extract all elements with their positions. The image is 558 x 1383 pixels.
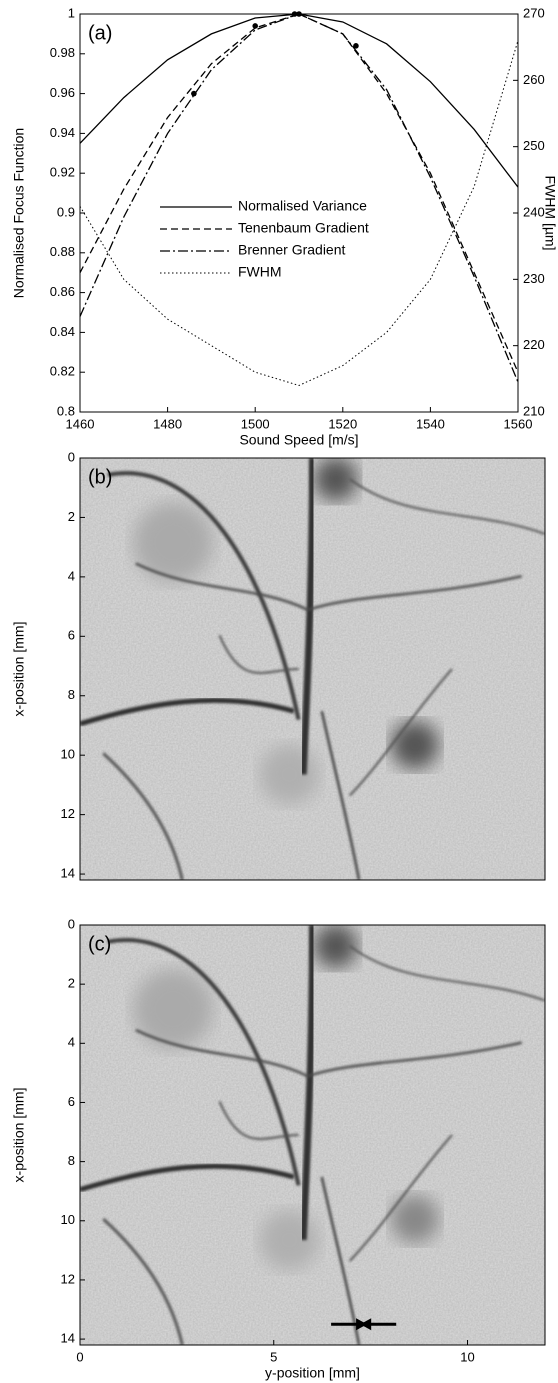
image-shading	[313, 458, 358, 502]
x-tick-label: 1520	[328, 416, 357, 431]
x-tick-label: 10	[460, 1349, 474, 1364]
arrow-head	[360, 1318, 372, 1331]
y2-tick-label: 220	[523, 337, 545, 352]
image-shading	[390, 720, 439, 769]
legend-label: Brenner Gradient	[238, 242, 346, 258]
plot-frame	[79, 924, 546, 1346]
plot-frame	[79, 13, 519, 413]
series-line	[79, 13, 519, 373]
vessel	[218, 634, 299, 674]
y2-tick-label: 210	[523, 403, 545, 418]
vessel	[320, 1176, 361, 1345]
x-tick-label: 1500	[241, 416, 270, 431]
micrograph	[80, 925, 545, 1345]
y-tick-label: 1	[68, 5, 75, 20]
vessel	[349, 945, 545, 1002]
x-tick-label: 1560	[504, 416, 533, 431]
y-tick-label: 2	[68, 509, 75, 524]
vessel	[348, 668, 453, 797]
x-tick-label: 1460	[66, 416, 95, 431]
image-shading	[133, 969, 213, 1049]
vessel	[348, 1134, 453, 1262]
series-line	[79, 13, 519, 188]
y-tick-label: 8	[68, 1153, 75, 1168]
y-tick-label: 12	[61, 806, 75, 821]
y2-tick-label: 270	[523, 5, 545, 20]
vessel	[135, 562, 309, 612]
y-tick-label: 6	[68, 628, 75, 643]
y-tick-label: 10	[61, 747, 75, 762]
x-tick-label: 5	[270, 1349, 277, 1364]
legend-label: Tenenbaum Gradient	[238, 220, 369, 236]
vessel	[218, 1101, 299, 1140]
y-tick-label: 0.88	[50, 244, 75, 259]
image-shading	[313, 925, 358, 968]
y2-axis-label: FWHM [µm]	[542, 176, 558, 251]
vessel	[349, 478, 545, 535]
y-tick-label: 2	[68, 976, 75, 991]
y2-tick-label: 230	[523, 271, 545, 286]
y-axis-label: x-position [mm]	[11, 1088, 27, 1183]
y-tick-label: 0.8	[57, 403, 75, 418]
y2-tick-label: 240	[523, 204, 545, 219]
y-tick-label: 0.94	[50, 125, 75, 140]
vessel	[135, 1028, 309, 1078]
y2-tick-label: 250	[523, 138, 545, 153]
vessel	[307, 1041, 523, 1078]
vessel	[299, 925, 316, 1241]
y-tick-label: 6	[68, 1094, 75, 1109]
x-tick-label: 1480	[153, 416, 182, 431]
vessel	[299, 458, 316, 775]
image-shading	[133, 502, 213, 583]
y-tick-label: 4	[68, 1035, 75, 1050]
y-tick-label: 0.92	[50, 165, 75, 180]
plot-frame	[79, 457, 546, 881]
y-tick-label: 0.82	[50, 364, 75, 379]
x-tick-label: 0	[76, 1349, 83, 1364]
marker	[252, 23, 258, 29]
y-tick-label: 0.84	[50, 324, 75, 339]
image-shading	[390, 1195, 439, 1243]
vessel	[320, 710, 361, 880]
y-tick-label: 0.86	[50, 284, 75, 299]
legend-label: FWHM	[238, 264, 282, 280]
y-tick-label: 0	[68, 916, 75, 931]
vessel	[80, 697, 295, 727]
y-tick-label: 0.96	[50, 85, 75, 100]
y-axis-label: x-position [mm]	[11, 622, 27, 717]
y-tick-label: 14	[61, 1331, 75, 1346]
y-tick-label: 14	[61, 865, 75, 880]
y2-tick-label: 260	[523, 72, 545, 87]
vessel	[107, 471, 301, 721]
y-axis-label: Normalised Focus Function	[11, 128, 27, 298]
micrograph	[80, 458, 545, 880]
marker	[191, 90, 197, 97]
y-tick-label: 12	[61, 1271, 75, 1286]
y-tick-label: 8	[68, 687, 75, 702]
image-shading	[259, 1210, 320, 1270]
series-line	[79, 40, 519, 387]
image-shading	[259, 744, 320, 805]
y-tick-label: 0	[68, 449, 75, 464]
vessel	[102, 752, 184, 880]
vessel	[80, 1163, 295, 1192]
y-tick-label: 10	[61, 1212, 75, 1227]
vessel	[107, 938, 301, 1186]
x-axis-label: y-position [mm]	[265, 1365, 360, 1381]
vessel	[307, 574, 523, 612]
marker	[353, 43, 359, 49]
panel-label: (a)	[88, 22, 112, 44]
y-tick-label: 4	[68, 568, 75, 583]
y-tick-label: 0.98	[50, 45, 75, 60]
legend-label: Normalised Variance	[238, 198, 367, 214]
panel-label: (c)	[88, 933, 111, 955]
y-tick-label: 0.9	[57, 204, 75, 219]
panel-label: (b)	[88, 466, 112, 488]
vessel	[102, 1217, 184, 1345]
x-axis-label: Sound Speed [m/s]	[239, 432, 358, 448]
x-tick-label: 1540	[416, 416, 445, 431]
